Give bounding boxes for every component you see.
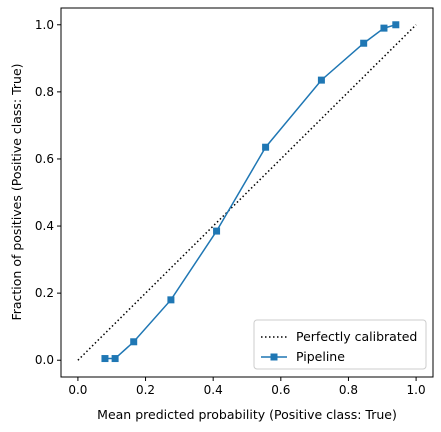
data-point-pipeline <box>111 355 119 363</box>
x-tick-label: 1.0 <box>407 383 426 397</box>
x-tick-label: 0.8 <box>339 383 358 397</box>
legend-swatch-pipeline-marker <box>270 353 278 361</box>
y-axis-ticks: 0.0 0.2 0.4 0.6 0.8 1.0 <box>35 18 61 367</box>
y-tick-label: 0.4 <box>35 219 54 233</box>
series-line-pipeline <box>104 24 397 360</box>
series-line-perfectly-calibrated <box>77 24 417 361</box>
data-point-pipeline <box>360 39 368 47</box>
y-tick-label: 0.2 <box>35 286 54 300</box>
y-axis-label: Fraction of positives (Positive class: T… <box>9 63 24 320</box>
legend: Perfectly calibrated Pipeline <box>253 319 427 370</box>
data-point-pipeline <box>317 76 325 84</box>
y-tick-label: 0.6 <box>35 152 54 166</box>
legend-label-pipeline: Pipeline <box>296 349 345 364</box>
x-axis-ticks: 0.0 0.2 0.4 0.6 0.8 1.0 <box>68 377 426 397</box>
y-tick-label: 0.8 <box>35 85 54 99</box>
data-point-pipeline <box>167 296 175 304</box>
data-point-pipeline <box>392 21 400 29</box>
x-tick-label: 0.0 <box>68 383 87 397</box>
data-point-pipeline <box>130 338 138 346</box>
x-tick-label: 0.6 <box>271 383 290 397</box>
y-tick-label: 0.0 <box>35 353 54 367</box>
data-point-pipeline <box>213 227 221 235</box>
x-tick-label: 0.4 <box>204 383 223 397</box>
legend-label-perfectly-calibrated: Perfectly calibrated <box>296 329 417 344</box>
legend-frame <box>253 319 427 370</box>
x-axis-label: Mean predicted probability (Positive cla… <box>97 407 397 422</box>
data-point-pipeline <box>101 355 109 363</box>
data-point-pipeline <box>380 24 388 32</box>
series-layer <box>77 21 417 363</box>
data-point-pipeline <box>262 143 270 151</box>
y-tick-label: 1.0 <box>35 18 54 32</box>
x-tick-label: 0.2 <box>136 383 155 397</box>
